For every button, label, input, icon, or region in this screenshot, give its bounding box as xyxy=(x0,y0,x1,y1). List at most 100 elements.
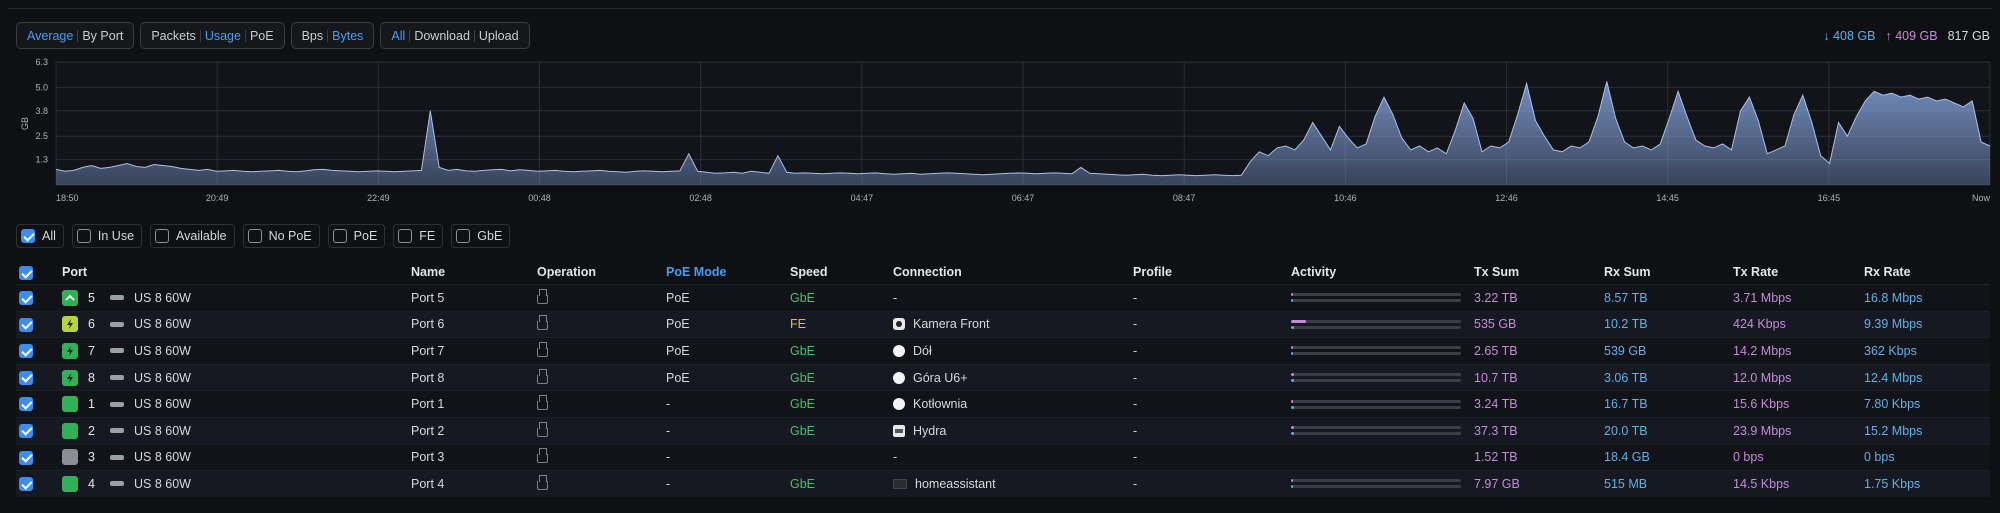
col-tx-rate[interactable]: Tx Rate xyxy=(1733,265,1779,279)
tx-sum: 3.22 TB xyxy=(1474,290,1518,305)
port-number: 3 xyxy=(88,450,95,465)
col-tx-sum[interactable]: Tx Sum xyxy=(1474,265,1520,279)
toggle-bytes[interactable]: Bytes xyxy=(332,28,364,43)
device-name[interactable]: US 8 60W xyxy=(134,317,191,332)
x-tick-label: 10:46 xyxy=(1334,193,1357,203)
col-port[interactable]: Port xyxy=(62,265,87,279)
col-rx-sum[interactable]: Rx Sum xyxy=(1604,265,1651,279)
filter-checkbox[interactable] xyxy=(76,229,91,243)
upload-total-value: 409 GB xyxy=(1895,29,1938,43)
filter-gbe[interactable]: GbE xyxy=(451,224,511,248)
connection-cell[interactable]: homeassistant xyxy=(893,477,996,491)
device-name[interactable]: US 8 60W xyxy=(134,397,191,412)
table-row[interactable]: 6 US 8 60W Port 6 PoE FE Kamera Front - 535 GB 1… xyxy=(16,310,1990,338)
operation-cell[interactable] xyxy=(537,368,548,385)
operation-cell[interactable] xyxy=(537,288,548,305)
device-name[interactable]: US 8 60W xyxy=(134,450,191,465)
operation-cell[interactable] xyxy=(537,341,548,358)
connection-cell[interactable]: Hydra xyxy=(893,424,946,438)
circle-device-icon xyxy=(893,371,905,384)
row-checkbox[interactable] xyxy=(19,291,33,308)
device-name[interactable]: US 8 60W xyxy=(134,423,191,438)
toggle-by-port[interactable]: By Port xyxy=(82,28,124,43)
switch-device-icon xyxy=(110,401,124,407)
col-profile[interactable]: Profile xyxy=(1133,265,1172,279)
filter-checkbox[interactable] xyxy=(155,229,170,243)
filter-in-use[interactable]: In Use xyxy=(71,224,143,248)
toggle-download[interactable]: Download xyxy=(414,28,470,43)
filter-checkbox[interactable] xyxy=(21,229,35,243)
rx-sum: 515 MB xyxy=(1604,476,1648,491)
filter-no-poe[interactable]: No PoE xyxy=(242,224,320,248)
device-name[interactable]: US 8 60W xyxy=(134,343,191,358)
box-device-icon xyxy=(893,424,905,437)
table-row[interactable]: 5 US 8 60W Port 5 PoE GbE - - 3.22 TB 8.57 TB 3.7… xyxy=(16,284,1990,311)
col-activity[interactable]: Activity xyxy=(1291,265,1337,279)
operation-cell[interactable] xyxy=(537,315,548,331)
device-name[interactable]: US 8 60W xyxy=(134,476,191,491)
operation-cell[interactable] xyxy=(537,395,548,411)
switching-icon xyxy=(537,341,548,357)
tx-sum: 1.52 TB xyxy=(1474,450,1518,465)
connection-cell[interactable]: - xyxy=(893,291,897,305)
row-checkbox[interactable] xyxy=(19,397,33,414)
table-row[interactable]: 2 US 8 60W Port 2 - GbE Hydra - 37.3 TB 20.0 TB 2… xyxy=(16,416,1990,444)
toggle-upload[interactable]: Upload xyxy=(478,28,519,43)
filter-checkbox[interactable] xyxy=(247,229,262,243)
toggle-all[interactable]: All xyxy=(391,28,406,43)
connection-cell[interactable]: Kotłownia xyxy=(893,397,967,411)
table-row[interactable]: 4 US 8 60W Port 4 - GbE homeassistant - 7.97 GB… xyxy=(16,470,1990,497)
usage-series-line xyxy=(55,81,1991,177)
row-checkbox[interactable] xyxy=(19,477,33,494)
circle-device-icon xyxy=(893,344,905,357)
toggle-bps[interactable]: Bps xyxy=(301,28,324,43)
operation-cell[interactable] xyxy=(537,421,548,438)
toolbar-group-3: All Download Upload xyxy=(380,22,530,49)
col-name[interactable]: Name xyxy=(411,265,446,279)
filter-checkbox[interactable] xyxy=(456,229,471,243)
row-checkbox[interactable] xyxy=(19,344,33,361)
connection-name: Hydra xyxy=(913,423,947,438)
row-checkbox[interactable] xyxy=(19,370,33,388)
operation-cell[interactable] xyxy=(537,448,548,464)
switching-icon xyxy=(537,315,548,331)
table-row[interactable]: 8 US 8 60W Port 8 PoE GbE Góra U6+ - 10.7 TB 3.0… xyxy=(16,363,1990,391)
row-checkbox[interactable] xyxy=(19,450,33,468)
connection-cell[interactable]: Dół xyxy=(893,344,932,358)
toggle-packets[interactable]: Packets xyxy=(151,28,196,43)
col-poe-mode[interactable]: PoE Mode xyxy=(666,265,727,279)
toggle-usage[interactable]: Usage xyxy=(204,28,241,43)
switch-device-icon xyxy=(110,348,124,354)
rx-sum: 16.7 TB xyxy=(1604,397,1648,412)
filter-fe[interactable]: FE xyxy=(393,224,444,248)
toolbar-group-2: Bps Bytes xyxy=(290,22,375,49)
select-all-checkbox[interactable] xyxy=(19,266,33,283)
connection-cell[interactable]: - xyxy=(893,450,897,464)
table-row[interactable]: 7 US 8 60W Port 7 PoE GbE Dół - 2.65 TB 539 GB 14… xyxy=(16,337,1990,364)
col-speed[interactable]: Speed xyxy=(790,265,828,279)
col-connection[interactable]: Connection xyxy=(893,265,962,279)
toggle-poe[interactable]: PoE xyxy=(249,28,274,43)
filter-checkbox[interactable] xyxy=(398,229,413,243)
row-checkbox[interactable] xyxy=(19,423,33,441)
toolbar-separator xyxy=(473,29,475,42)
col-operation[interactable]: Operation xyxy=(537,265,597,279)
device-name[interactable]: US 8 60W xyxy=(134,370,191,385)
poe-mode: PoE xyxy=(666,317,690,332)
profile: - xyxy=(1133,343,1138,358)
row-checkbox[interactable] xyxy=(19,317,33,335)
table-row[interactable]: 3 US 8 60W Port 3 - - - 1.52 TB 18.4 GB 0 bps 0 b… xyxy=(16,443,1990,471)
col-rx-rate[interactable]: Rx Rate xyxy=(1864,265,1911,279)
y-tick-label: 3.8 xyxy=(35,106,48,116)
filter-all[interactable]: All xyxy=(16,224,64,248)
filter-checkbox[interactable] xyxy=(332,229,347,243)
connection-cell[interactable]: Góra U6+ xyxy=(893,371,968,385)
operation-cell[interactable] xyxy=(537,474,548,491)
table-row[interactable]: 1 US 8 60W Port 1 - GbE Kotłownia - 3.24 TB 16.7… xyxy=(16,390,1990,417)
connection-cell[interactable]: Kamera Front xyxy=(893,317,989,331)
filter-available[interactable]: Available xyxy=(150,224,235,248)
toggle-average[interactable]: Average xyxy=(27,28,74,43)
filter-poe[interactable]: PoE xyxy=(327,224,386,248)
rx-sum: 539 GB xyxy=(1604,343,1647,358)
device-name[interactable]: US 8 60W xyxy=(134,290,191,305)
